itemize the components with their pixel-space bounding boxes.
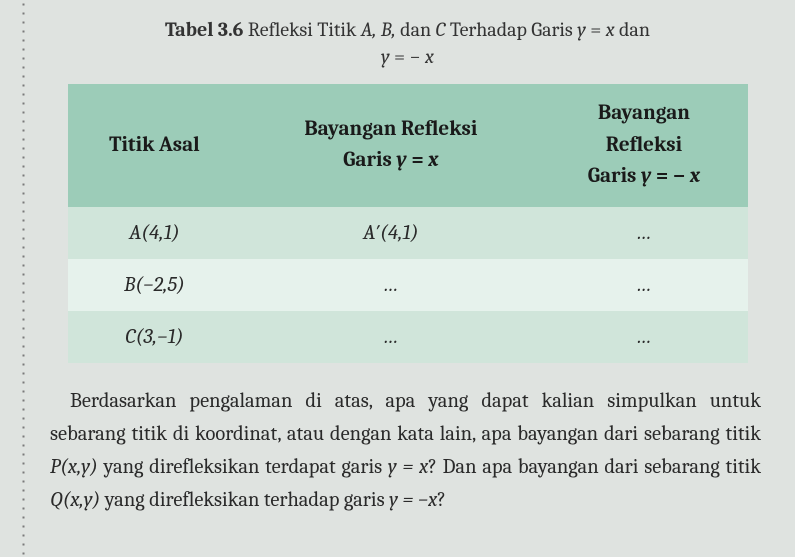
cell-reflect-yx: … bbox=[241, 259, 540, 311]
caption-text-1: Refleksi Titik bbox=[243, 18, 360, 41]
para-text-1: Berdasarkan pengalaman di atas, apa yang… bbox=[50, 390, 761, 446]
para-text-5: ? bbox=[437, 489, 446, 512]
caption-points-ab: A, B, bbox=[361, 18, 396, 41]
cell-origin: C(3,−1) bbox=[68, 311, 242, 363]
table-header-row: Titik Asal Bayangan Refleksi Garis y = x… bbox=[68, 84, 748, 207]
caption-text-2: dan bbox=[396, 18, 436, 41]
table-caption: Tabel 3.6 Refleksi Titik A, B, dan C Ter… bbox=[50, 18, 765, 41]
table-row: B(−2,5) … … bbox=[68, 259, 748, 311]
table-row: C(3,−1) … … bbox=[68, 311, 748, 363]
caption-point-c: C bbox=[436, 18, 446, 41]
table-row: A(4,1) A′(4,1) … bbox=[68, 207, 748, 259]
sub-rhs: x bbox=[425, 45, 434, 68]
col-header-reflect-yx: Bayangan Refleksi Garis y = x bbox=[241, 84, 540, 207]
caption-eq1-op: = bbox=[586, 18, 606, 41]
para-q-func: Q(x,y) bbox=[50, 489, 100, 512]
cell-reflect-yx: … bbox=[241, 311, 540, 363]
cell-reflect-yminusx: … bbox=[540, 311, 747, 363]
caption-eq1-lhs: y bbox=[577, 18, 586, 41]
para-eq-b: y = −x bbox=[389, 489, 437, 512]
caption-eq1-rhs: x bbox=[606, 18, 615, 41]
table-caption-line2: y = − x bbox=[50, 45, 765, 68]
para-eq-a: y = x bbox=[388, 456, 428, 479]
table-label: Tabel 3.6 bbox=[165, 18, 243, 41]
cell-origin: A(4,1) bbox=[68, 207, 242, 259]
caption-text-3: Terhadap Garis bbox=[445, 18, 577, 41]
col-header-origin: Titik Asal bbox=[68, 84, 242, 207]
cell-reflect-yminusx: … bbox=[540, 207, 747, 259]
sub-lhs: y bbox=[381, 45, 390, 68]
cell-reflect-yx: A′(4,1) bbox=[241, 207, 540, 259]
cell-reflect-yminusx: … bbox=[540, 259, 747, 311]
col-header-reflect-yminusx: Bayangan Refleksi Garis y = − x bbox=[540, 84, 747, 207]
para-text-4: yang direfleksikan terhadap garis bbox=[100, 489, 389, 512]
caption-text-4: dan bbox=[615, 18, 650, 41]
para-text-3: ? Dan apa bayangan dari sebarang titik bbox=[428, 456, 761, 479]
sub-op: = − bbox=[390, 45, 425, 68]
body-paragraph: Berdasarkan pengalaman di atas, apa yang… bbox=[50, 385, 765, 518]
cell-origin: B(−2,5) bbox=[68, 259, 242, 311]
para-p-func: P(x,y) bbox=[50, 456, 98, 479]
para-text-2: yang direfleksikan terdapat garis bbox=[98, 456, 388, 479]
reflection-table: Titik Asal Bayangan Refleksi Garis y = x… bbox=[68, 84, 748, 363]
